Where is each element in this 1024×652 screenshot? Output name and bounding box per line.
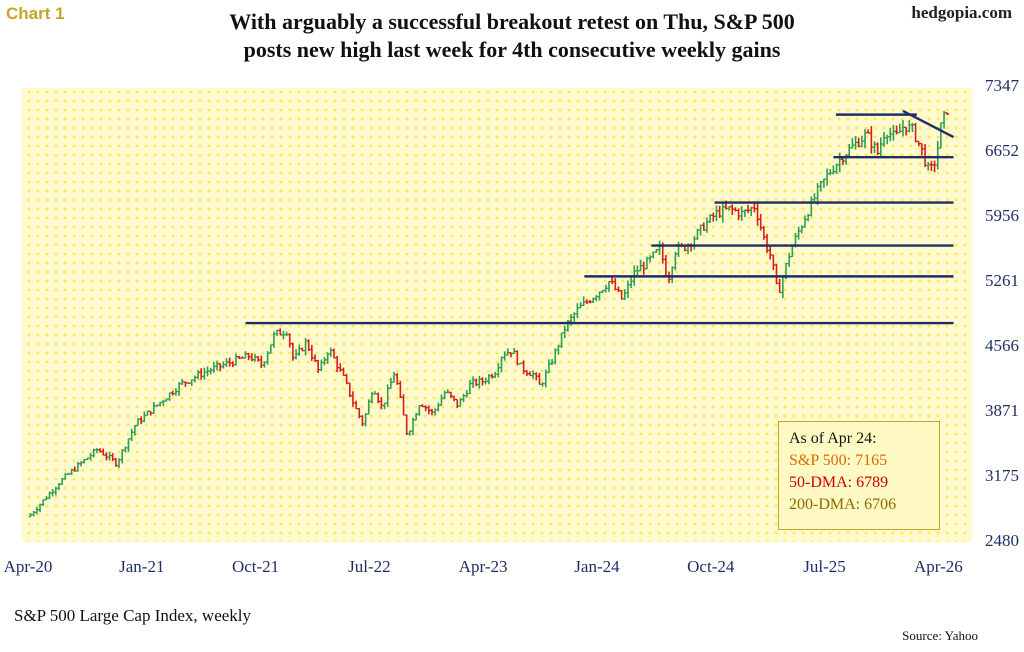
chart-number-label: Chart 1 [6,4,65,23]
y-tick-label: 7347 [985,76,1020,95]
title-line-2: posts new high last week for 4th consecu… [243,37,781,62]
x-tick-label: Jul-25 [803,557,846,576]
legend-box: As of Apr 24: S&P 500: 7165 50-DMA: 6789… [778,421,940,530]
y-tick-label: 5956 [985,206,1019,225]
y-tick-label: 3175 [985,466,1019,485]
y-tick-label: 2480 [985,531,1019,550]
y-tick-label: 3871 [985,401,1019,420]
x-tick-label: Jul-22 [348,557,391,576]
x-tick-label: Jan-21 [119,557,164,576]
legend-200dma: 200-DMA: 6706 [789,496,897,513]
legend-50dma: 50-DMA: 6789 [789,474,889,491]
source-label: Source: Yahoo [902,628,978,643]
x-tick-label: Apr-23 [459,557,508,576]
legend-sp500: S&P 500: 7165 [789,452,888,469]
trendline [902,109,955,139]
y-tick-label: 6652 [985,141,1019,160]
x-tick-label: Oct-21 [232,557,279,576]
site-label: hedgopia.com [911,3,1012,22]
chart-subtitle: S&P 500 Large Cap Index, weekly [14,606,252,625]
weekly-bar-down [945,112,950,116]
y-tick-label: 4566 [985,336,1019,355]
x-tick-label: Oct-24 [687,557,735,576]
chart-title: With arguably a successful breakout rete… [0,8,1024,64]
title-line-1: With arguably a successful breakout rete… [229,9,795,34]
y-tick-label: 5261 [985,271,1019,290]
x-tick-label: Jan-24 [574,557,620,576]
legend-heading: As of Apr 24: [789,430,877,447]
x-tick-label: Apr-20 [4,557,53,576]
x-tick-label: Apr-26 [914,557,963,576]
